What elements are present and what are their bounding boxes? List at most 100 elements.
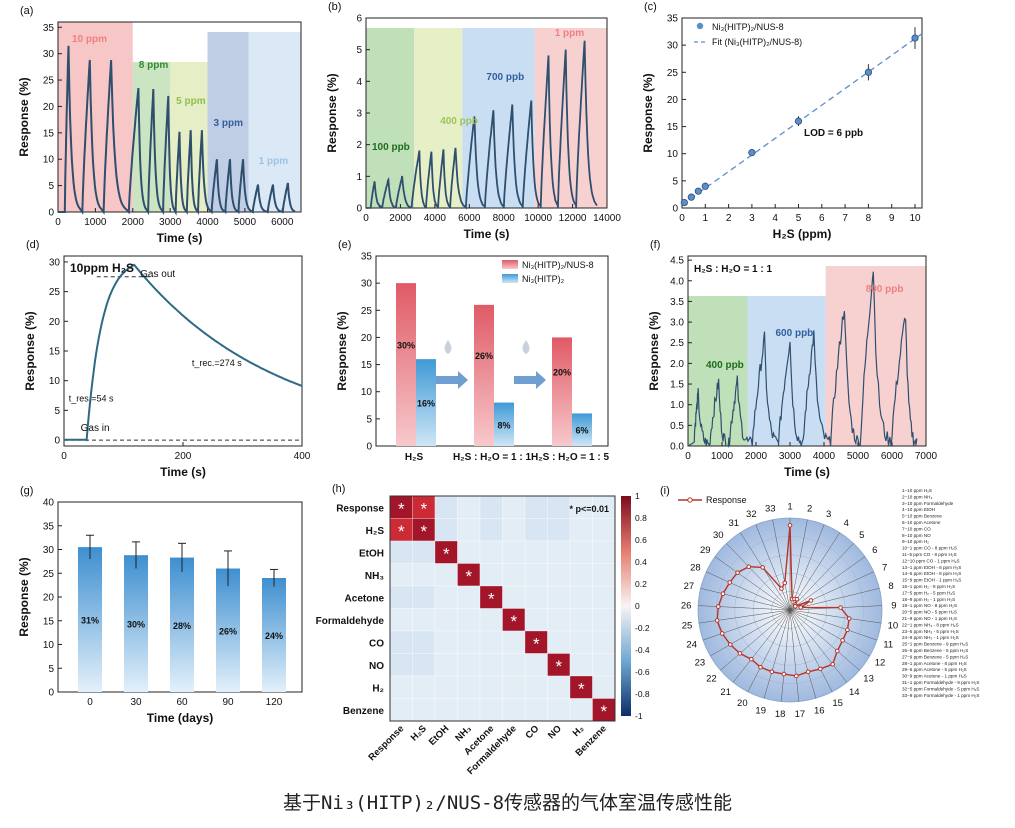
h-row-label: Response (336, 503, 384, 514)
h-heatmap-cell (479, 518, 503, 542)
f-y-tick-label: 2.0 (670, 359, 684, 370)
h-heatmap-cell (524, 518, 548, 542)
h-colorbar-label: 0.8 (635, 513, 647, 523)
b-x-tick-label: 10000 (524, 213, 552, 224)
i-key-entry: 22−1 ppm NH₃ - 8 ppm H₂S (902, 622, 959, 627)
a-panel-tag: (a) (20, 5, 33, 17)
i-axis-label: 6 (872, 545, 877, 556)
h-colorbar-label: -1 (635, 711, 643, 721)
h-heatmap-cell (592, 608, 616, 632)
h-heatmap-cell (434, 585, 458, 609)
h-heatmap-cell (389, 698, 413, 722)
h-heatmap-cell (592, 540, 616, 564)
i-axis-label: 11 (883, 640, 893, 651)
h-heatmap-cell (569, 585, 593, 609)
i-data-point (845, 627, 850, 633)
e-category-label: H₂S : H₂O = 1 : 1 (453, 452, 532, 463)
a-region-label: 10 ppm (72, 34, 107, 45)
i-data-point (808, 598, 814, 603)
g-bar (170, 557, 194, 692)
i-radar-spoke (789, 524, 825, 611)
a-x-tick-label: 6000 (271, 217, 294, 228)
panel-g: (g) Time (days) Response (%) 0 5 10 15 20 25 30 35… (17, 485, 303, 725)
h-heatmap-cell (592, 653, 616, 677)
b-y-tick-label: 4 (356, 77, 362, 88)
d-gas-out-label: Gas out (140, 269, 175, 280)
h-significance-star: * (600, 702, 607, 721)
h-heatmap-cell (524, 608, 548, 632)
i-data-point (846, 616, 852, 621)
h-heatmap-cell (479, 563, 503, 587)
h-heatmap-cell (502, 518, 526, 542)
h-heatmap-cell (502, 675, 526, 699)
i-key-entry: 25−1 ppm Benzene - 9 ppm H₂S (902, 642, 968, 647)
i-key-entry: 11−5 ppm CO - 8 ppm H₂S (902, 552, 957, 557)
d-y-tick-label: 25 (49, 287, 61, 298)
f-x-tick-label: 1000 (711, 451, 734, 462)
i-data-point (834, 648, 840, 654)
h-colorbar-label: 1 (635, 491, 640, 501)
h-heatmap-cell (547, 540, 571, 564)
a-x-tick-label: 2000 (122, 217, 145, 228)
d-axes-frame (63, 255, 303, 447)
f-region-label: 600 ppb (776, 328, 814, 339)
g-y-tick-label: 40 (43, 498, 55, 509)
h-heatmap-cell (457, 540, 481, 564)
c-legend-marker (696, 22, 704, 30)
i-key-entry: 5−10 ppm Benzene (902, 514, 942, 519)
c-legend-label: Ni₃(HITP)₂/NUS-8 (712, 22, 784, 32)
d-x-tick-label: 0 (61, 451, 67, 462)
h-col-label: H₂ (571, 723, 587, 739)
f-y-tick-label: 4.5 (670, 256, 684, 267)
panel-f: (f) Time (s) Response (%) 0.0 0.5 1.0 1.5 2.0 2.… (647, 239, 938, 479)
a-y-tick-label: 25 (43, 76, 55, 87)
i-data-point (798, 605, 804, 610)
h-heatmap-cell (389, 608, 413, 632)
h-panel-tag: (h) (332, 483, 345, 495)
i-axis-label: 22 (706, 674, 717, 685)
i-radar-spoke (698, 605, 791, 611)
i-key-entry: 12−10 ppm CO - 1 ppm H₂S (902, 558, 960, 563)
i-radar-spoke (714, 556, 791, 611)
c-x-tick-label: 0 (679, 213, 685, 224)
i-radar-spoke (747, 609, 791, 692)
c-lod-annotation: LOD = 6 ppb (804, 128, 863, 139)
e-bar-label: 26% (475, 351, 493, 361)
f-x-tick-label: 4000 (813, 451, 836, 462)
a-region-label: 1 ppm (259, 156, 289, 167)
h-row-label: H₂ (372, 683, 384, 694)
h-heatmap-cell (457, 675, 481, 699)
g-y-axis-label: Response (%) (17, 557, 31, 636)
h-significance-star: * (465, 567, 472, 586)
i-data-point (720, 591, 726, 597)
e-y-tick-label: 30 (361, 279, 373, 290)
f-y-tick-label: 4.0 (670, 276, 684, 287)
i-axis-label: 24 (686, 640, 697, 651)
i-axis-label: 5 (859, 530, 864, 541)
i-legend-label: Response (706, 495, 747, 505)
i-data-point (805, 669, 811, 675)
h-heatmap-cell (434, 518, 458, 542)
h-heatmap-cell (412, 563, 436, 587)
e-water-drop-icon (522, 340, 530, 354)
b-x-tick-label: 0 (363, 213, 369, 224)
i-radar-spoke (789, 609, 848, 683)
i-radar-spoke (789, 609, 878, 641)
c-y-tick-label: 5 (672, 176, 678, 187)
h-heatmap-cell (524, 698, 548, 722)
e-arrow-icon (436, 371, 468, 389)
i-key-entry: 33−9 ppm Formaldehyde - 1 ppm H₂S (902, 693, 980, 698)
i-axis-label: 10 (888, 620, 899, 631)
f-y-tick-label: 3.0 (670, 318, 684, 329)
h-row-label: EtOH (359, 548, 384, 559)
f-x-axis-label: Time (s) (784, 465, 830, 479)
i-key-entry: 27−9 ppm Benzene - 5 ppm H₂S (902, 654, 968, 659)
i-key-entry: 6−10 ppm Acetone (902, 520, 941, 525)
f-title: H₂S : H₂O = 1 : 1 (694, 264, 773, 275)
c-x-axis-label: H₂S (ppm) (773, 227, 832, 241)
h-heatmap-cell (524, 653, 548, 677)
panel-a: (a) Time (s) Response (%) 0 5 10 15 20 25 30 35 0 10… (17, 5, 302, 245)
i-radar-spoke (740, 532, 791, 611)
h-significance-star: * (578, 679, 585, 698)
i-key-entry: 24−9 ppm NH₃ - 1 ppm H₂S (902, 635, 959, 640)
